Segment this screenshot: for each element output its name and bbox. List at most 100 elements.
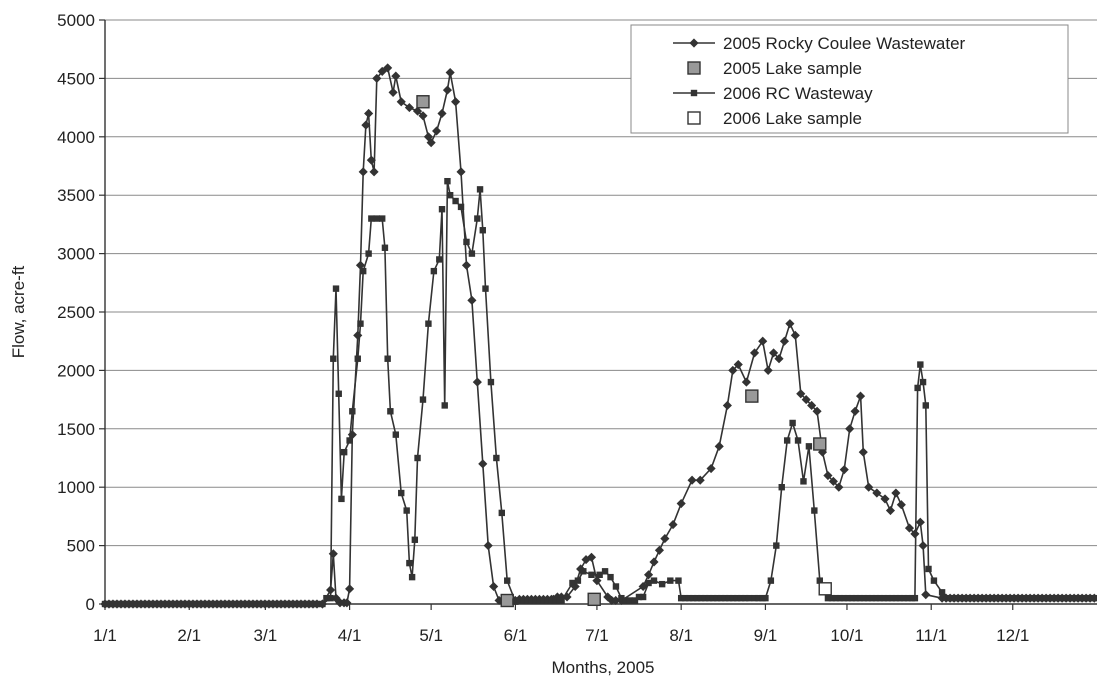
axes: 0 500 1000 1500 2000 2500 3000 3500 4000 4500 5000… — [57, 11, 1097, 645]
legend-label: 2006 RC Wasteway — [723, 84, 873, 103]
data-point — [193, 600, 201, 608]
data-point — [117, 600, 125, 608]
data-point — [387, 408, 394, 415]
data-point — [844, 594, 852, 602]
data-point — [601, 568, 609, 575]
series-line — [105, 180, 1095, 605]
data-point — [332, 285, 340, 292]
data-point — [330, 355, 337, 362]
data-point — [751, 594, 758, 602]
data-point — [301, 600, 309, 608]
data-point — [729, 594, 737, 602]
data-point — [717, 594, 725, 602]
data-point — [524, 597, 531, 604]
data-point — [864, 594, 872, 602]
data-point — [721, 594, 729, 602]
data-point — [558, 597, 565, 604]
data-point — [695, 475, 705, 485]
data-point — [1039, 594, 1046, 602]
data-point — [345, 584, 355, 594]
data-point — [340, 448, 348, 456]
data-point — [885, 505, 896, 516]
data-point — [805, 443, 813, 450]
legend-swatch-marker — [687, 111, 701, 125]
data-point — [489, 581, 499, 592]
data-point — [811, 507, 818, 514]
data-point — [705, 594, 713, 602]
data-point — [125, 600, 133, 608]
data-point — [372, 73, 382, 83]
data-point — [493, 454, 500, 462]
data-point — [412, 106, 423, 116]
data-point — [404, 103, 414, 113]
series-2005-lake-sample — [416, 95, 827, 608]
data-point — [733, 594, 741, 602]
data-point — [631, 597, 639, 604]
data-point — [201, 600, 209, 608]
legend: 2005 Rocky Coulee Wastewater 2005 Lake sa… — [630, 24, 1069, 134]
data-point — [361, 120, 371, 130]
data-point — [1043, 594, 1050, 602]
data-point — [516, 597, 523, 604]
data-point — [888, 594, 896, 602]
data-point — [474, 215, 481, 222]
data-point — [261, 600, 269, 608]
data-point — [173, 600, 181, 608]
data-point — [1027, 594, 1034, 602]
data-point — [548, 597, 555, 604]
data-point — [892, 594, 900, 602]
data-point — [121, 600, 129, 608]
data-point — [995, 594, 1002, 602]
y-tick-label: 3500 — [57, 186, 95, 205]
data-point — [425, 320, 432, 327]
data-point — [388, 87, 398, 97]
y-tick-label: 2500 — [57, 303, 95, 322]
data-point — [580, 568, 587, 575]
data-point — [872, 488, 882, 498]
data-point — [858, 447, 868, 457]
data-point — [872, 594, 880, 602]
x-tick-label: 10/1 — [830, 626, 863, 645]
data-point — [498, 509, 505, 517]
data-point — [346, 437, 353, 444]
data-point — [687, 475, 697, 485]
data-point — [437, 108, 447, 119]
data-point — [818, 582, 832, 596]
data-point — [237, 600, 245, 608]
data-point — [373, 215, 380, 222]
data-point — [983, 594, 990, 602]
series-2005-rocky-coulee-wastewater — [100, 63, 1097, 609]
data-point — [1035, 594, 1042, 602]
data-point — [925, 565, 932, 573]
data-point — [979, 594, 986, 602]
data-point — [938, 589, 946, 596]
data-point — [855, 391, 866, 401]
data-point — [852, 594, 860, 602]
data-point — [445, 67, 455, 78]
series-2006-lake-sample — [818, 582, 832, 596]
data-point — [137, 600, 145, 608]
data-point — [569, 579, 576, 587]
data-point — [643, 570, 654, 580]
data-point — [221, 600, 229, 608]
data-point — [241, 600, 249, 608]
data-point — [487, 378, 495, 386]
data-point — [807, 400, 817, 411]
series-layer — [100, 63, 1097, 609]
data-point — [1059, 594, 1066, 602]
data-point — [416, 95, 430, 109]
data-point — [381, 244, 389, 251]
data-point — [917, 361, 924, 368]
data-point — [479, 227, 486, 234]
data-point — [749, 348, 760, 358]
data-point — [767, 577, 775, 584]
data-point — [999, 594, 1006, 602]
data-point — [1075, 594, 1082, 602]
x-tick-label: 3/1 — [254, 626, 278, 645]
data-point — [693, 594, 701, 602]
data-point — [408, 573, 416, 581]
data-point — [783, 437, 791, 444]
legend-item: 2005 Rocky Coulee Wastewater — [673, 34, 966, 53]
data-point — [762, 594, 769, 602]
data-point — [338, 495, 345, 503]
